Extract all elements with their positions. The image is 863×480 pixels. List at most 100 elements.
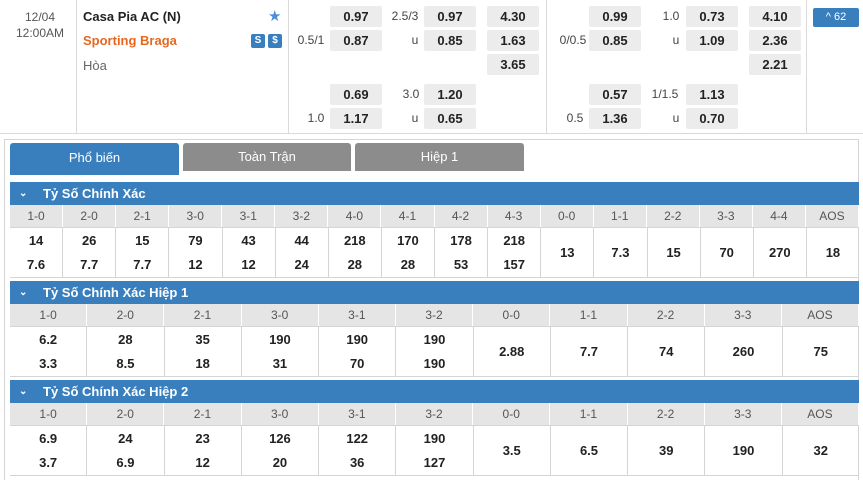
score-away-odd[interactable]: 24 (294, 257, 309, 272)
score-away-odd[interactable]: 7.7 (133, 257, 152, 272)
score-away-odd[interactable]: 6.9 (116, 455, 135, 470)
score-away-odd[interactable]: 127 (423, 455, 446, 470)
h1-over2-odd[interactable]: 1.13 (686, 84, 738, 105)
ft-handicap-home-odd[interactable]: 0.97 (330, 6, 382, 27)
score-odd[interactable]: 15 (666, 245, 681, 260)
score-odd[interactable]: 74 (659, 344, 674, 359)
score-away-odd[interactable]: 3.3 (39, 356, 58, 371)
score-home-odd[interactable]: 24 (118, 431, 133, 446)
score-home-odd[interactable]: 190 (346, 332, 369, 347)
tab-full-time[interactable]: Toàn Trận (183, 143, 351, 171)
section-title: Tỷ Số Chính Xác Hiệp 1 (43, 285, 189, 300)
score-away-odd[interactable]: 7.6 (27, 257, 46, 272)
score-away-odd[interactable]: 20 (272, 455, 288, 470)
score-home-odd[interactable]: 26 (81, 233, 97, 248)
score-odd[interactable]: 6.5 (579, 443, 599, 458)
score-home-odd[interactable]: 6.2 (39, 332, 58, 347)
score-away-odd[interactable]: 8.5 (116, 356, 135, 371)
score-home-odd[interactable]: 44 (294, 233, 309, 248)
score-odd[interactable]: 70 (719, 245, 734, 260)
ft-handicap2-home-odd[interactable]: 0.69 (330, 84, 382, 105)
score-odd[interactable]: 3.5 (502, 443, 521, 458)
h1-under2-odd[interactable]: 0.70 (686, 108, 738, 129)
score-home-odd[interactable]: 23 (195, 431, 210, 446)
score-away-odd[interactable]: 28 (400, 257, 416, 272)
ft-ou-line: 2.5/3 (391, 9, 419, 23)
score-home-odd[interactable]: 178 (450, 233, 472, 248)
score-home-odd[interactable]: 126 (269, 431, 291, 446)
chevron-down-icon[interactable]: ⌄ (19, 287, 28, 298)
home-team-name[interactable]: Casa Pia AC (N) (83, 9, 181, 24)
score-odd[interactable]: 270 (768, 245, 791, 260)
ft-handicap-away-odd[interactable]: 0.87 (330, 30, 382, 51)
score-away-odd[interactable]: 190 (423, 356, 446, 371)
h1-under-odd[interactable]: 1.09 (686, 30, 738, 51)
ft-1x2-home-odd[interactable]: 4.30 (487, 6, 539, 27)
section-header[interactable]: ⌄ Tỷ Số Chính Xác (10, 182, 859, 205)
score-home-odd[interactable]: 190 (423, 332, 446, 347)
score-home-odd[interactable]: 35 (195, 332, 210, 347)
score-home-odd[interactable]: 15 (135, 233, 150, 248)
score-away-odd[interactable]: 157 (503, 257, 526, 272)
favorite-star-icon[interactable]: ★ (268, 8, 282, 25)
tab-first-half[interactable]: Hiệp 1 (355, 143, 524, 171)
score-home-odd[interactable]: 43 (241, 233, 256, 248)
score-away-odd[interactable]: 70 (349, 356, 365, 371)
score-odd[interactable]: 13 (560, 245, 575, 260)
score-odd[interactable]: 18 (825, 245, 841, 260)
score-home-odd[interactable]: 170 (397, 233, 419, 248)
h1-handicap2-home-odd[interactable]: 0.57 (589, 84, 641, 105)
away-team-name[interactable]: Sporting Braga (83, 33, 177, 48)
score-home-odd[interactable]: 190 (269, 332, 291, 347)
h1-handicap-away-odd[interactable]: 0.85 (589, 30, 641, 51)
score-away-odd[interactable]: 31 (272, 356, 288, 371)
ft-1x2-away-odd[interactable]: 1.63 (487, 30, 539, 51)
h1-over-odd[interactable]: 0.73 (686, 6, 738, 27)
score-away-odd[interactable]: 7.7 (80, 257, 99, 272)
ft-1x2-draw-odd[interactable]: 3.65 (487, 54, 539, 75)
score-home-odd[interactable]: 28 (118, 332, 133, 347)
score-home-odd[interactable]: 14 (28, 233, 44, 248)
ft-handicap2-away-odd[interactable]: 1.17 (330, 108, 382, 129)
h1-1x2-home-odd[interactable]: 4.10 (749, 6, 801, 27)
chevron-down-icon[interactable]: ⌄ (19, 386, 28, 397)
score-odd[interactable]: 39 (659, 443, 674, 458)
score-away-odd[interactable]: 36 (349, 455, 365, 470)
score-home-odd[interactable]: 218 (343, 233, 366, 248)
score-away-odd[interactable]: 12 (241, 257, 256, 272)
score-label: 0-0 (473, 403, 551, 425)
ft-under2-odd[interactable]: 0.65 (424, 108, 476, 129)
dollar-icon[interactable]: $ (268, 34, 282, 48)
score-home-odd[interactable]: 190 (423, 431, 446, 446)
section-header[interactable]: ⌄ Tỷ Số Chính Xác Hiệp 2 (10, 380, 859, 403)
score-home-odd[interactable]: 79 (188, 233, 203, 248)
section-header[interactable]: ⌄ Tỷ Số Chính Xác Hiệp 1 (10, 281, 859, 304)
score-odd[interactable]: 32 (813, 443, 829, 458)
score-odd[interactable]: 2.88 (499, 344, 525, 359)
more-markets-button[interactable]: ^ 62 (813, 8, 859, 27)
score-odd[interactable]: 260 (732, 344, 755, 359)
h1-handicap-home-odd[interactable]: 0.99 (589, 6, 641, 27)
score-home-odd[interactable]: 122 (346, 431, 369, 446)
ft-over2-odd[interactable]: 1.20 (424, 84, 476, 105)
score-odd[interactable]: 190 (732, 443, 755, 458)
h1-1x2-away-odd[interactable]: 2.36 (749, 30, 801, 51)
score-away-odd[interactable]: 12 (188, 257, 203, 272)
score-away-odd[interactable]: 28 (347, 257, 363, 272)
tab-popular[interactable]: Phổ biến (10, 143, 179, 175)
score-away-odd[interactable]: 53 (453, 257, 469, 272)
h1-handicap2-away-odd[interactable]: 1.36 (589, 108, 641, 129)
score-away-odd[interactable]: 12 (195, 455, 210, 470)
score-home-odd[interactable]: 6.9 (39, 431, 58, 446)
score-home-odd[interactable]: 218 (503, 233, 526, 248)
score-odd[interactable]: 7.7 (579, 344, 599, 359)
score-away-odd[interactable]: 18 (195, 356, 210, 371)
ft-over-odd[interactable]: 0.97 (424, 6, 476, 27)
ft-under-odd[interactable]: 0.85 (424, 30, 476, 51)
h1-1x2-draw-odd[interactable]: 2.21 (749, 54, 801, 75)
score-odd[interactable]: 75 (813, 344, 829, 359)
chevron-down-icon[interactable]: ⌄ (19, 188, 28, 199)
score-away-odd[interactable]: 3.7 (39, 455, 58, 470)
stats-icon[interactable]: S (251, 34, 265, 48)
score-odd[interactable]: 7.3 (611, 245, 630, 260)
